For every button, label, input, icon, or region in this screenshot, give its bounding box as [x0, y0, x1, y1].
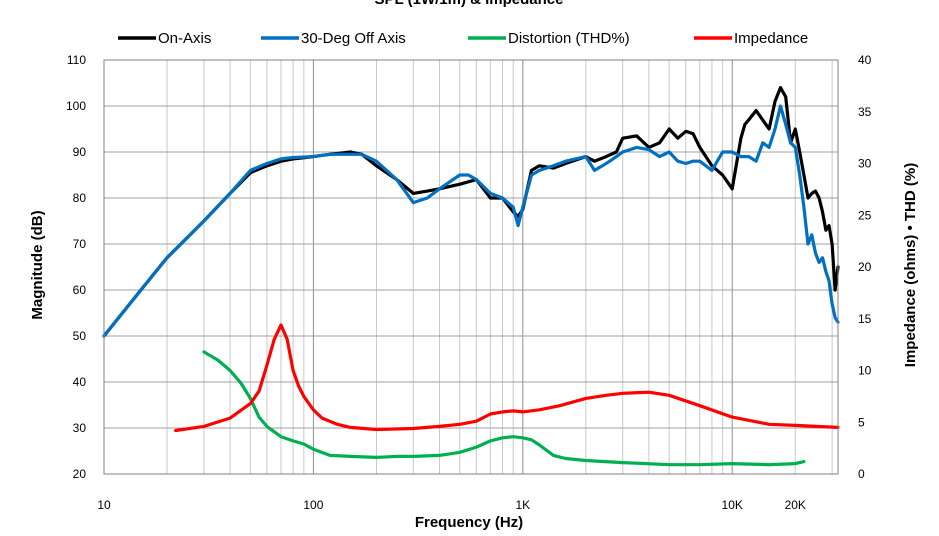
- x-tick-label: 10K: [722, 498, 743, 512]
- y-tick-label: 60: [73, 283, 87, 297]
- x-tick-label: 20K: [785, 498, 806, 512]
- y-tick-label: 80: [73, 191, 87, 205]
- y2-tick-label: 40: [858, 53, 872, 67]
- y-tick-label: 30: [73, 421, 87, 435]
- legend-label-0: On-Axis: [158, 30, 211, 47]
- y-tick-label: 20: [73, 467, 87, 481]
- x-axis-title: Frequency (Hz): [415, 514, 523, 531]
- series-line-1: [102, 104, 840, 338]
- series-line-3: [174, 323, 840, 433]
- x-tick-label: 100: [303, 498, 323, 512]
- tick-labels: 10 100 1K 10K 20K 20 30 40 50 60 70 80 90 100 110 0 5 10 1…: [66, 53, 872, 512]
- y2-tick-label: 5: [858, 415, 865, 429]
- legend-label-2: Distortion (THD%): [508, 30, 630, 47]
- x-tick-label: 1K: [515, 498, 530, 512]
- y2-tick-label: 30: [858, 157, 872, 171]
- y-tick-label: 50: [73, 329, 87, 343]
- y2-tick-label: 0: [858, 467, 865, 481]
- x-tick-label: 10: [97, 498, 111, 512]
- y-axis-title: Magnitude (dB): [29, 210, 46, 319]
- legend-label-1: 30-Deg Off Axis: [301, 30, 406, 47]
- series-line-0: [102, 85, 840, 338]
- series-line-2: [202, 350, 806, 467]
- y2-tick-label: 35: [858, 105, 872, 119]
- chart-title: SPL (1W/1m) & Impedance: [375, 0, 564, 8]
- y-tick-label: 90: [73, 145, 87, 159]
- plot-area-border: [103, 59, 839, 475]
- y2-tick-label: 25: [858, 208, 872, 222]
- legend-label-3: Impedance: [734, 30, 808, 47]
- y-tick-label: 100: [66, 99, 86, 113]
- grid: [104, 60, 838, 474]
- y-tick-label: 70: [73, 237, 87, 251]
- y2-axis-title: Impedance (ohms) • THD (%): [902, 163, 919, 367]
- y-tick-label: 110: [67, 53, 86, 67]
- series-lines: [102, 85, 840, 467]
- legend: On-Axis 30-Deg Off Axis Distortion (THD%) I…: [118, 30, 808, 47]
- y-tick-label: 40: [73, 375, 87, 389]
- y2-tick-label: 20: [858, 260, 872, 274]
- y2-tick-label: 15: [858, 312, 872, 326]
- y2-tick-label: 10: [858, 364, 872, 378]
